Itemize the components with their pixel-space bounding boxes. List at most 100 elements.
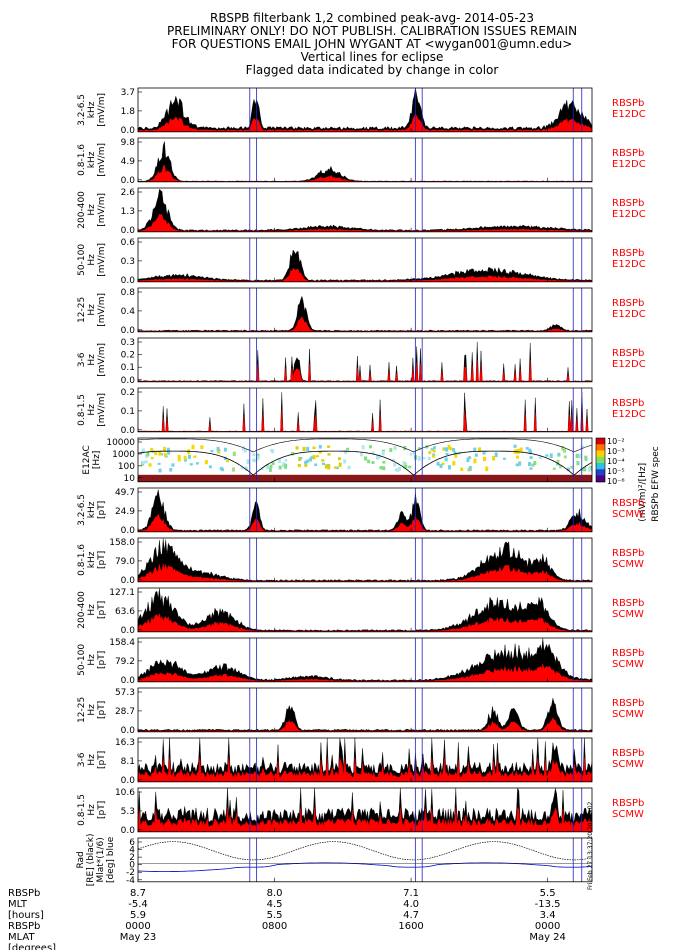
spectrogram-cell (240, 466, 244, 470)
orbit-row-title: MLT (8, 899, 28, 910)
spectrogram-cell (502, 457, 506, 460)
y-axis-label: 12-25 (77, 697, 87, 723)
spectrogram-cell (158, 468, 162, 473)
peak-trace (137, 737, 593, 782)
colorbar-tick-label: 10⁻³ (607, 447, 625, 456)
y-tick-label: 2 (129, 853, 135, 863)
y-tick-label: 79.2 (115, 657, 135, 667)
spectrogram-cell (302, 446, 306, 452)
average-trace (137, 757, 593, 782)
y-tick-label: 5.3 (121, 807, 135, 817)
average-trace (137, 268, 593, 282)
orbit-row-title: [degrees] (8, 943, 56, 950)
spectrogram-cell (432, 453, 436, 457)
spectrogram-cell (256, 455, 260, 461)
y-tick-label: 0.0 (121, 226, 136, 236)
y-axis-label: 200-400 (77, 591, 87, 629)
version-stamp: Fri Feb 27 13:37:20 2015 v02 (587, 801, 594, 890)
y-axis-label: Hz (87, 604, 97, 616)
spectrogram-cell (545, 454, 549, 457)
y-tick-label: 158.0 (109, 538, 135, 548)
y-tick-label: 24.9 (115, 507, 135, 517)
y-tick-label: 0.0 (121, 126, 136, 136)
spectrogram-cell (335, 466, 339, 470)
y-tick-label: 0.0 (121, 526, 136, 536)
spectrogram-cell (291, 452, 295, 456)
spectrogram-cell (409, 453, 413, 456)
panel-frame (137, 437, 593, 483)
orbit-value: 8.7 (130, 888, 146, 899)
spectrogram-cell (549, 453, 553, 459)
y-axis-label: [mV/m] (97, 143, 107, 177)
y-tick-label: 1000 (112, 450, 135, 460)
spectrogram-cell (449, 447, 453, 451)
spectrogram-cell (271, 462, 275, 465)
colorbar-swatch (596, 450, 605, 458)
spectrogram-cell (538, 455, 542, 460)
side-label-spacecraft: RBSPb (612, 198, 644, 209)
spectrogram-cell (468, 456, 472, 459)
spectrogram-cell (494, 452, 498, 458)
spectrogram-cell (141, 448, 145, 453)
average-trace (137, 316, 593, 332)
spectrogram-cell (158, 450, 162, 456)
panel-frame (137, 837, 593, 883)
y-tick-label: 0.0 (121, 326, 136, 336)
spectrogram-cell (177, 456, 181, 462)
figure-header: RBSPB filterbank 1,2 combined peak-avg- … (167, 11, 577, 77)
spectrogram-cell (584, 455, 588, 460)
y-axis-label: [mV/m] (97, 193, 107, 227)
side-label-instrument: E12DC (612, 309, 646, 320)
y-tick-label: 100 (118, 462, 135, 472)
panel-frame (137, 787, 593, 833)
spectrogram-cell (389, 448, 393, 453)
spectrogram-cell (163, 446, 167, 452)
spectrogram-cell (160, 453, 164, 456)
y-tick-label: -2 (126, 868, 135, 878)
spectrogram-cell (559, 465, 563, 469)
panel-frame (137, 237, 593, 283)
y-axis-label: [pT] (97, 551, 107, 569)
spectrogram-cell (525, 446, 529, 450)
spectrogram-cell (563, 447, 567, 453)
orbit-value: 7.1 (403, 888, 419, 899)
y-tick-label: 79.0 (115, 557, 135, 567)
average-trace (137, 663, 593, 682)
peak-trace (137, 588, 593, 632)
y-axis-label: 3.2-6.5 (77, 494, 87, 526)
average-trace (137, 612, 593, 632)
spectrogram-cell (557, 452, 561, 456)
header-line-1: RBSPB filterbank 1,2 combined peak-avg- … (210, 11, 534, 25)
panel-frame (137, 387, 593, 433)
y-axis-label: 50-100 (77, 644, 87, 676)
spectrogram-cell (473, 458, 477, 464)
spectrogram-low-band (138, 474, 592, 482)
spectrogram-cell (246, 459, 250, 465)
spectrogram-cell (297, 463, 301, 468)
spectrogram-cell (204, 460, 208, 465)
spectrogram-cell (225, 459, 229, 463)
y-tick-label: 158.4 (109, 638, 135, 648)
average-trace (137, 807, 593, 832)
spectrogram-cell (515, 449, 519, 452)
spectrogram-cell (150, 447, 154, 453)
spectrogram-cell (284, 458, 288, 462)
spectrogram-cell (444, 457, 448, 462)
spectrogram-cell (432, 446, 436, 449)
orbit-value: 8.0 (267, 888, 283, 899)
spectrogram-cell (417, 455, 421, 461)
spectrogram-cell (278, 465, 282, 470)
spectrogram-cell (528, 462, 532, 467)
colorbar-swatch (596, 463, 605, 470)
panel-frame (137, 137, 593, 183)
orbit-row-title: RBSPb (8, 888, 40, 899)
y-tick-label: 0.0 (121, 676, 136, 686)
spectrogram-cell (468, 466, 472, 471)
y-axis-label: kHz (87, 101, 97, 118)
spectrogram-cell (561, 446, 565, 451)
